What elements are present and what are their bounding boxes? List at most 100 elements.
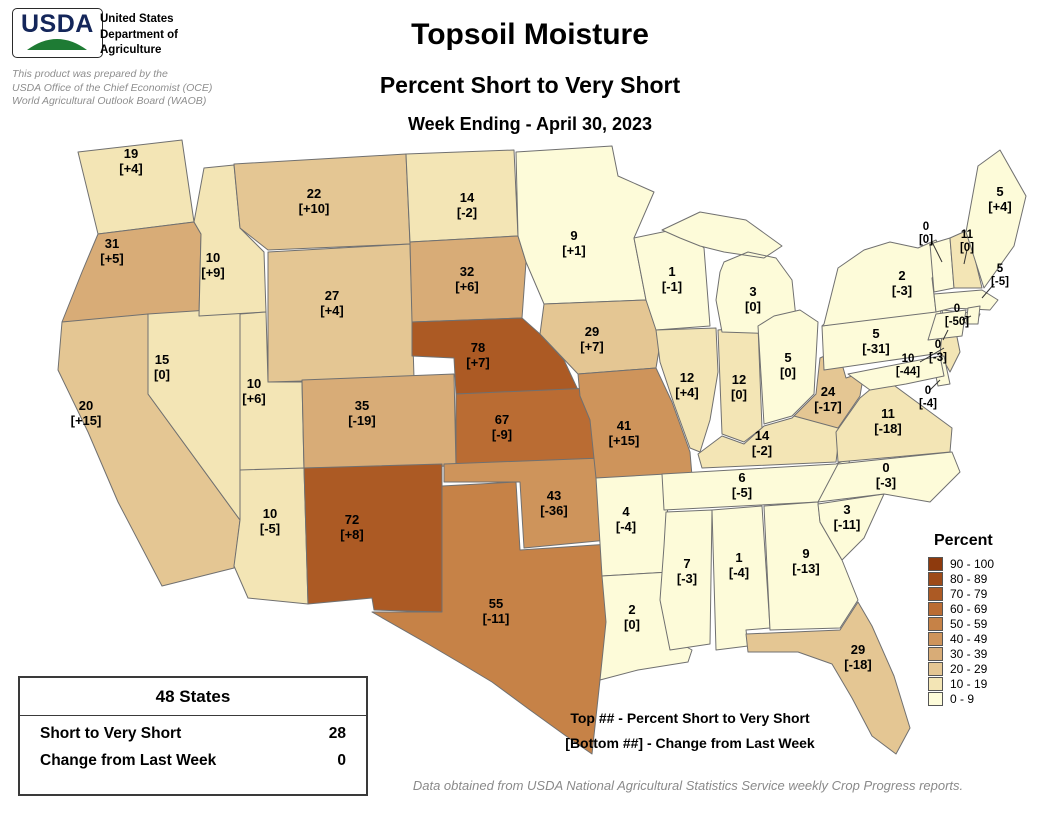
legend-swatch [928,616,943,631]
key-note-bottom: [Bottom ##] - Change from Last Week [565,735,815,752]
summary-row-label: Change from Last Week [40,752,217,769]
state-label-ME: 5 [+4] [988,184,1011,214]
legend-label: 10 - 19 [950,676,988,691]
state-OR [61,221,202,323]
page-title: Topsoil Moisture [411,18,649,51]
state-label-NH: 11 [0] [960,229,974,254]
summary-box: 48 States Short to Very Short 28 Change fr… [18,676,368,796]
state-label-AZ: 10 [-5] [260,506,280,536]
state-CT [927,309,967,341]
state-label-MI: 3 [0] [745,284,761,314]
summary-row-label: Short to Very Short [40,725,182,742]
state-label-CO: 35 [-19] [348,398,375,428]
legend-row: 10 - 19 [928,676,1050,691]
legend-label: 60 - 69 [950,601,988,616]
legend-label: 40 - 49 [950,631,988,646]
state-label-OH: 5 [0] [780,350,796,380]
state-label-AR: 4 [-4] [616,504,636,534]
legend-label: 80 - 89 [950,571,988,586]
state-label-VA: 11 [-18] [874,406,901,436]
state-OH [757,309,819,425]
state-label-TX: 55 [-11] [483,596,510,626]
legend-row: 0 - 9 [928,691,1050,706]
state-ME [965,149,1027,289]
summary-row-value: 28 [328,725,346,742]
state-RI [965,305,981,325]
state-label-IN: 12 [0] [731,372,747,402]
state-label-NM: 72 [+8] [340,512,363,542]
leader-line-VT [931,241,943,263]
state-AL [711,505,771,651]
state-label-WY: 27 [+4] [320,288,343,318]
state-SD [409,235,527,323]
state-label-NV: 15 [0] [154,352,170,382]
legend-row: 90 - 100 [928,556,1050,571]
state-MA [933,289,999,313]
summary-states-count: 48 States [20,678,366,716]
state-label-CA: 20 [+15] [71,398,102,428]
key-note-top: Top ## - Percent Short to Very Short [570,710,810,726]
state-label-DE: 0 [-4] [919,385,937,410]
state-label-VT: 0 [0] [919,221,933,246]
prepared-by-note: This product was prepared by the USDA Off… [12,68,213,108]
state-label-KY: 14 [-2] [752,428,772,458]
legend-swatch [928,631,943,646]
state-label-IL: 12 [+4] [675,370,698,400]
state-NM [303,463,443,613]
summary-row: Change from Last Week 0 [20,743,366,770]
state-FL [745,601,911,755]
state-label-NY: 2 [-3] [892,268,912,298]
legend-rows: 90 - 100 80 - 89 70 - 79 60 - 69 50 - 59 40 -… [928,556,1050,706]
state-label-WV: 24 [-17] [814,384,841,414]
state-TX [371,481,619,755]
state-label-ID: 10 [+9] [201,250,224,280]
usda-logo-text: USDA [21,10,94,38]
state-label-LA: 2 [0] [624,602,640,632]
legend-row: 40 - 49 [928,631,1050,646]
page-subtitle: Percent Short to Very Short [379,72,681,98]
legend-label: 50 - 59 [950,616,988,631]
legend-row: 70 - 79 [928,586,1050,601]
legend-label: 90 - 100 [950,556,995,571]
leader-line-DE [929,379,941,391]
legend-swatch [928,691,943,706]
legend-swatch [928,601,943,616]
legend-label: 20 - 29 [950,661,988,676]
leader-line-MA [981,283,995,299]
legend-swatch [928,661,943,676]
state-label-IA: 29 [+7] [580,324,603,354]
legend-title: Percent [934,532,993,549]
state-label-SC: 3 [-11] [834,502,861,532]
usda-logo-field-icon [27,39,88,50]
legend-swatch [928,571,943,586]
state-label-OR: 31 [+5] [100,236,123,266]
state-label-GA: 9 [-13] [792,546,819,576]
leader-line-RI [961,315,972,321]
state-label-MA: 5 [-5] [991,263,1009,288]
week-ending-date: Week Ending - April 30, 2023 [407,114,653,134]
map-legend: Percent 90 - 100 80 - 89 70 - 79 60 - 69 50 … [928,532,1050,706]
state-label-FL: 29 [-18] [844,642,871,672]
state-label-AL: 1 [-4] [729,550,749,580]
state-label-MO: 41 [+15] [609,418,640,448]
state-label-RI: 0 [-50] [945,303,969,328]
state-label-CT: 0 [-3] [929,339,947,364]
state-label-NE: 78 [+7] [466,340,489,370]
state-label-MN: 9 [+1] [562,228,585,258]
legend-row: 60 - 69 [928,601,1050,616]
legend-swatch [928,646,943,661]
state-KS [455,387,599,465]
usda-logo: USDA [12,8,103,58]
state-label-NJ: 10 [-44] [896,353,920,378]
state-label-MS: 7 [-3] [677,556,697,586]
state-label-UT: 10 [+6] [242,376,265,406]
legend-label: 70 - 79 [950,586,988,601]
leader-line-NJ [919,347,945,363]
state-label-SD: 32 [+6] [455,264,478,294]
state-label-NC: 0 [-3] [876,460,896,490]
legend-label: 0 - 9 [950,691,975,706]
state-label-WA: 19 [+4] [119,146,142,176]
legend-row: 20 - 29 [928,661,1050,676]
